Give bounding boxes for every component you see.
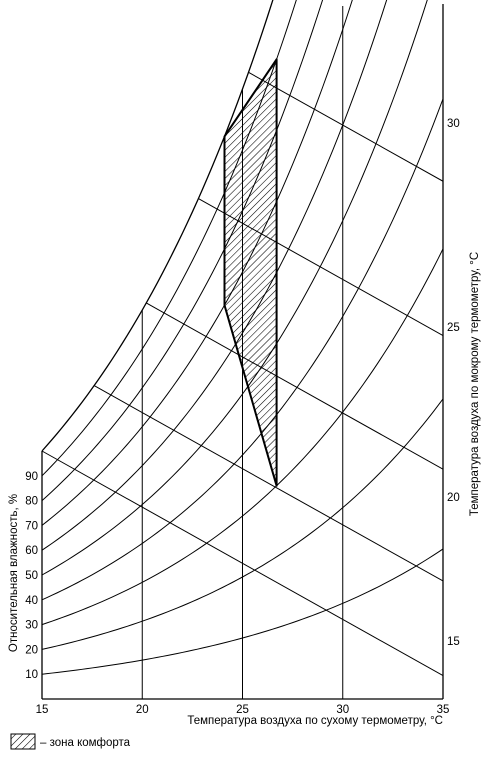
rh-curve [41, 98, 443, 601]
wet-bulb-line [248, 71, 443, 182]
legend-label: – зона комфорта [40, 737, 131, 749]
comfort-zone-layer [223, 58, 278, 487]
wet-bulb-line [41, 450, 443, 677]
wet-bulb-line [146, 302, 443, 470]
rh-curve [41, 248, 443, 626]
x-tick-label: 20 [136, 704, 149, 716]
plot-frame [41, 4, 444, 700]
x-tick-label: 30 [336, 704, 349, 716]
wet-bulb-label: 20 [447, 492, 460, 504]
rh-curve [41, 0, 274, 452]
legend-swatch [10, 733, 36, 750]
rh-curve [41, 548, 443, 675]
rh-label: 10 [25, 669, 38, 681]
x-tick-label: 35 [437, 704, 450, 716]
rh-label: 60 [25, 545, 38, 557]
rh-label: 30 [25, 620, 38, 632]
rh-label: 80 [25, 496, 38, 508]
x-axis-label: Температура воздуха по сухому термометру… [187, 715, 443, 727]
wet-bulb-line [93, 385, 443, 582]
tick-labels: 15 20 25 30 35 90 80 70 60 50 40 30 20 10 30 25 20 15 [25, 118, 460, 716]
rh-curve [41, 0, 428, 576]
wet-bulb-label: 25 [447, 322, 460, 334]
rh-label: 70 [25, 520, 38, 532]
x-tick-label: 25 [236, 704, 249, 716]
legend: – зона комфорта [10, 733, 131, 750]
left-axis-label: Относительная влажность, % [8, 494, 20, 652]
right-axis-label: Температура воздуха по мокрому термометр… [469, 252, 481, 516]
comfort-zone [223, 58, 278, 487]
rh-label: 90 [25, 471, 38, 483]
rh-label: 40 [25, 595, 38, 607]
rh-label: 20 [25, 644, 38, 656]
wet-bulb-label: 30 [447, 118, 460, 130]
wet-bulb-label: 15 [447, 636, 460, 648]
rh-curve [41, 398, 443, 650]
x-tick-label: 15 [36, 704, 49, 716]
rh-label: 50 [25, 570, 38, 582]
